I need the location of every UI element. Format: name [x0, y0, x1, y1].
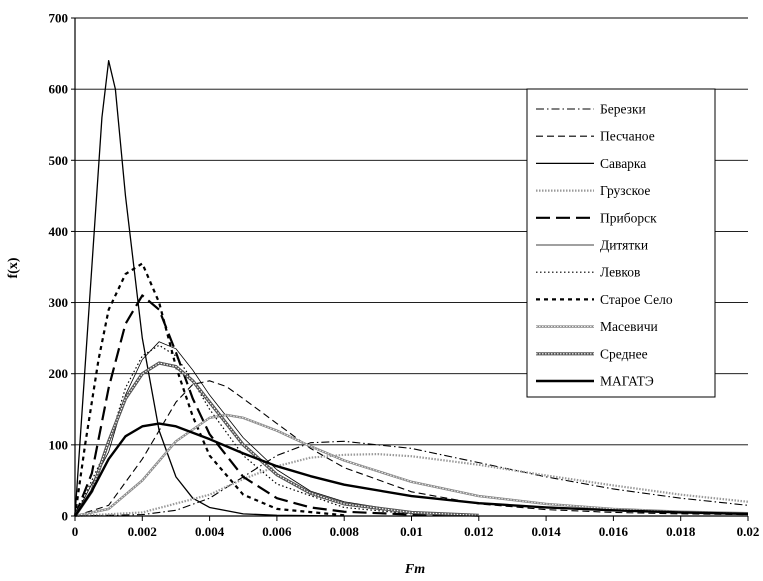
- legend-item-2: Саварка: [536, 156, 646, 171]
- y-tick-label-5: 500: [49, 153, 69, 168]
- x-tick-labels: 0 0.002 0.004 0.006 0.008 0.01 0.012 0.014 0.016…: [72, 524, 760, 539]
- x-tick-label-2: 0.004: [195, 524, 225, 539]
- legend-item-5: Дитятки: [536, 238, 648, 253]
- x-tick-label-4: 0.008: [330, 524, 360, 539]
- legend-label-3: Грузское: [600, 183, 650, 198]
- x-tick-label-1: 0.002: [128, 524, 157, 539]
- series-line-3: [74, 453, 749, 518]
- series-line-0: [74, 440, 749, 517]
- series-line-6: [74, 344, 412, 517]
- x-tick-label-3: 0.006: [262, 524, 292, 539]
- x-tick-label-7: 0.014: [531, 524, 561, 539]
- y-tick-label-6: 600: [49, 82, 69, 97]
- legend-box: [526, 88, 716, 398]
- series-3: [74, 453, 749, 518]
- legend-label-8: Масевичи: [600, 319, 658, 334]
- legend-item-9: Среднее: [536, 346, 648, 361]
- y-tick-label-7: 700: [49, 11, 69, 26]
- legend-label-4: Приборск: [600, 210, 657, 225]
- series-line-9-inner: [74, 362, 479, 517]
- legend-item-8: Масевичи: [536, 319, 658, 334]
- legend-label-7: Старое Село: [600, 292, 673, 307]
- series-1: [74, 380, 749, 517]
- series-7: [73, 262, 345, 517]
- y-tick-label-1: 100: [49, 437, 69, 452]
- legend: Березки Песчаное Саварка Грузское Приборск Ди…: [526, 88, 716, 398]
- x-tick-label-0: 0: [72, 524, 79, 539]
- series-8: [74, 413, 749, 518]
- series-10: [74, 422, 749, 517]
- x-tick-label-9: 0.018: [666, 524, 696, 539]
- x-tick-label-10: 0.02: [737, 524, 760, 539]
- series-0: [74, 440, 749, 517]
- y-tick-label-4: 400: [49, 224, 69, 239]
- series-group: [73, 60, 749, 518]
- series-line-1: [74, 380, 749, 517]
- axes: [71, 17, 749, 521]
- legend-item-3: Грузское: [536, 183, 650, 198]
- x-axis-title: Fm: [404, 562, 425, 577]
- legend-label-0: Березки: [600, 102, 646, 117]
- x-tick-label-6: 0.012: [464, 524, 493, 539]
- legend-item-1: Песчаное: [536, 129, 655, 144]
- legend-label-10: МАГАТЭ: [600, 374, 654, 389]
- y-tick-label-2: 200: [49, 366, 69, 381]
- legend-item-10: МАГАТЭ: [536, 374, 654, 389]
- y-axis-title: f(x): [6, 257, 21, 278]
- legend-item-7: Старое Село: [536, 292, 673, 307]
- series-9: [73, 361, 479, 517]
- series-5: [74, 341, 412, 517]
- series-2: [74, 60, 345, 517]
- y-tick-labels: 0 100 200 300 400 500 600 700: [49, 11, 69, 524]
- y-tick-label-3: 300: [49, 295, 69, 310]
- legend-label-2: Саварка: [600, 156, 646, 171]
- legend-item-6: Левков: [536, 265, 640, 280]
- series-line-10: [74, 422, 749, 517]
- series-4: [73, 294, 479, 517]
- legend-label-1: Песчаное: [600, 129, 655, 144]
- legend-label-5: Дитятки: [600, 238, 648, 253]
- x-tick-label-8: 0.016: [599, 524, 629, 539]
- series-line-8-inner: [74, 414, 749, 517]
- y-tick-label-0: 0: [62, 509, 69, 524]
- series-line-7: [73, 262, 345, 517]
- series-line-5: [74, 341, 412, 517]
- series-line-2: [74, 60, 345, 517]
- legend-label-6: Левков: [600, 265, 640, 280]
- legend-item-4: Приборск: [536, 210, 657, 225]
- series-6: [74, 344, 412, 517]
- legend-label-9: Среднее: [600, 346, 648, 361]
- series-line-4: [73, 294, 479, 517]
- x-tick-label-5: 0.01: [400, 524, 423, 539]
- legend-item-0: Березки: [536, 102, 646, 117]
